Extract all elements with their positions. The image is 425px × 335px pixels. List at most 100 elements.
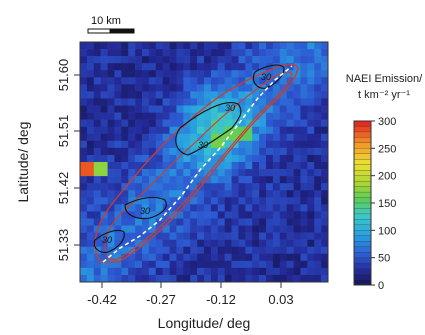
heatmap-cell: [321, 267, 329, 276]
heatmap-cell: [169, 267, 177, 276]
heatmap-cell: [300, 239, 308, 248]
heatmap-cell: [300, 154, 308, 163]
heatmap-cell: [176, 140, 184, 149]
heatmap-cell: [183, 133, 191, 142]
heatmap-cell: [259, 267, 267, 276]
heatmap-cell: [293, 133, 301, 142]
plume-outline-inner: [104, 71, 293, 261]
heatmap-cell: [314, 225, 322, 233]
heatmap-cell: [259, 218, 267, 226]
heatmap-cell: [245, 56, 253, 64]
heatmap-cell: [204, 56, 212, 64]
contour-line: [252, 64, 285, 89]
heatmap-cell: [169, 84, 177, 92]
colorbar-band: [353, 202, 372, 209]
heatmap-cell: [169, 49, 177, 57]
heatmap-cell: [300, 274, 308, 283]
heatmap-cell: [314, 154, 322, 163]
heatmap-cell: [93, 232, 101, 240]
heatmap-cell: [238, 56, 246, 64]
heatmap-cell: [300, 70, 308, 78]
plot-frame: [79, 41, 329, 283]
heatmap-cell: [121, 218, 129, 226]
heatmap-cell: [300, 112, 308, 120]
heatmap-cell: [231, 162, 239, 170]
heatmap-cell: [121, 162, 129, 170]
heatmap-cell: [100, 162, 108, 170]
heatmap-cell: [279, 232, 287, 240]
colorbar-band: [353, 262, 372, 270]
heatmap-cell: [148, 260, 157, 269]
heatmap-cell: [245, 63, 253, 71]
heatmap-cell: [279, 112, 287, 120]
heatmap-cell: [314, 253, 322, 262]
heatmap-cell: [217, 253, 225, 262]
heatmap-cell: [210, 183, 219, 191]
heatmap-cell: [169, 225, 177, 233]
heatmap-cell: [100, 140, 108, 149]
x-tick-label: -0.27: [146, 292, 176, 307]
heatmap-cell: [135, 49, 143, 57]
heatmap-cell: [231, 98, 239, 106]
heatmap-cell: [121, 140, 129, 149]
heatmap-cell: [307, 176, 315, 184]
heatmap-cell: [169, 218, 177, 226]
heatmap-cell: [176, 119, 184, 128]
heatmap-cell: [142, 56, 150, 64]
heatmap-cell: [135, 56, 143, 64]
heatmap-cell: [252, 218, 260, 226]
heatmap-cell: [266, 204, 274, 212]
heatmap-cell: [300, 204, 308, 212]
heatmap-cell: [217, 119, 225, 128]
heatmap-cell: [121, 197, 129, 205]
heatmap-cell: [80, 232, 88, 240]
heatmap-cell: [204, 154, 212, 163]
heatmap-cell: [238, 154, 246, 163]
heatmap-cell: [293, 267, 301, 276]
heatmap-cell: [210, 154, 219, 163]
heatmap-cell: [252, 91, 260, 99]
heatmap-cell: [238, 190, 246, 198]
heatmap-cell: [321, 84, 329, 92]
heatmap-cell: [135, 197, 143, 205]
heatmap-cell: [238, 204, 246, 212]
heatmap-cell: [210, 197, 219, 205]
heatmap-cell: [86, 91, 95, 99]
heatmap-cell: [245, 119, 253, 128]
colorbar-band: [353, 120, 372, 127]
heatmap-cell: [135, 246, 143, 255]
heatmap-cell: [128, 225, 136, 233]
heatmap-cell: [162, 190, 170, 198]
heatmap-cell: [142, 246, 150, 255]
heatmap-cell: [321, 133, 329, 142]
heatmap-cell: [238, 105, 246, 113]
heatmap-cell: [286, 154, 294, 163]
heatmap-cell: [148, 42, 157, 50]
heatmap-cell: [286, 70, 294, 78]
heatmap-cell: [321, 225, 329, 233]
heatmap-cell: [148, 49, 157, 57]
heatmap-cell: [307, 260, 315, 269]
heatmap-cell: [121, 133, 129, 142]
heatmap-cell: [176, 183, 184, 191]
heatmap-cell: [114, 260, 122, 269]
heatmap-cell: [197, 197, 205, 205]
heatmap-cell: [217, 232, 225, 240]
y-tick-label: 51.51: [56, 115, 71, 148]
heatmap-cell: [176, 91, 184, 99]
heatmap-cell: [293, 49, 301, 57]
heatmap-cell: [183, 49, 191, 57]
heatmap-cell: [307, 49, 315, 57]
heatmap-cell: [183, 274, 191, 283]
heatmap-cell: [300, 225, 308, 233]
heatmap-cell: [279, 140, 287, 149]
contour-line: [124, 196, 167, 220]
heatmap-cell: [300, 133, 308, 142]
heatmap-cell: [224, 70, 232, 78]
heatmap-cell: [93, 112, 101, 120]
heatmap-cell: [114, 274, 122, 283]
heatmap-cell: [231, 91, 239, 99]
heatmap-cell: [176, 154, 184, 163]
heatmap-cell: [314, 190, 322, 198]
heatmap-cell: [169, 211, 177, 219]
